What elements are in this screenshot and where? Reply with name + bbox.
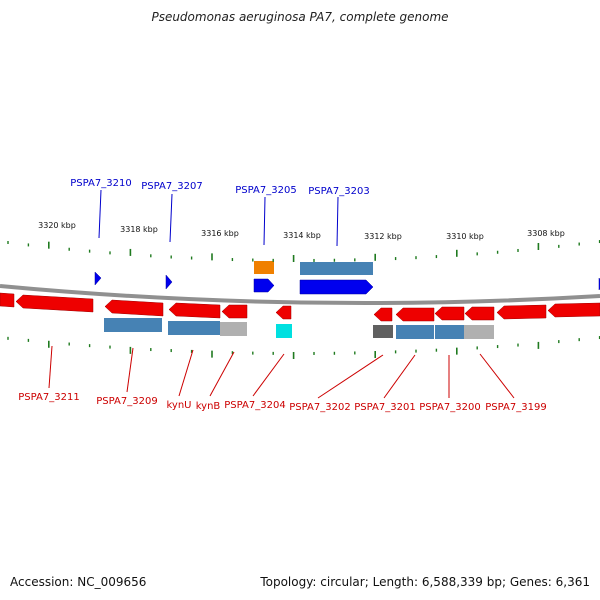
gene-label-pspa7-3210[interactable]: PSPA7_3210 bbox=[70, 178, 131, 189]
gene-label-pspa7-3202[interactable]: PSPA7_3202 bbox=[289, 402, 350, 413]
leader-line-pspa7-3205 bbox=[263, 196, 266, 246]
gene-arrow-pspa7-3211-left[interactable] bbox=[0, 292, 15, 308]
accession-label: Accession: bbox=[10, 575, 74, 589]
gene-arrow-next-2[interactable] bbox=[547, 302, 600, 318]
gene-arrow-pspa7-3201[interactable] bbox=[395, 307, 435, 322]
gene-arrow-pspa7-3210[interactable] bbox=[94, 271, 102, 286]
domain-dark-3202 bbox=[373, 325, 393, 338]
domain-blue-3201 bbox=[396, 325, 434, 339]
gene-arrow-pspa7-3202[interactable] bbox=[373, 307, 393, 322]
scale-ticks-upper bbox=[7, 240, 600, 262]
gene-arrow-kynu[interactable] bbox=[168, 302, 221, 319]
gene-label-pspa7-3200[interactable]: PSPA7_3200 bbox=[419, 402, 480, 413]
gene-arrow-pspa7-3199[interactable] bbox=[464, 306, 495, 321]
tick-label-3314: 3314 kbp bbox=[283, 231, 321, 240]
domain-blue-kynu bbox=[168, 321, 220, 335]
genes-label: Genes: bbox=[509, 575, 552, 589]
leader-line-kynu bbox=[178, 349, 194, 397]
tick-label-3318: 3318 kbp bbox=[120, 225, 158, 234]
leader-line-pspa7-3207 bbox=[169, 193, 173, 243]
length-value: 6,588,339 bp bbox=[421, 575, 502, 589]
topology-value: circular bbox=[320, 575, 365, 589]
leader-line-pspa7-3199 bbox=[479, 353, 515, 399]
gene-arrow-pspa7-3205[interactable] bbox=[253, 278, 275, 293]
genes-value: 6,361 bbox=[555, 575, 590, 589]
gene-label-pspa7-3207[interactable]: PSPA7_3207 bbox=[141, 181, 202, 192]
genome-stats: Topology: circular; Length: 6,588,339 bp… bbox=[260, 575, 590, 589]
leader-line-pspa7-3203 bbox=[336, 196, 339, 247]
domain-blue-3203 bbox=[300, 262, 373, 275]
forward-gene-labels: PSPA7_3210 PSPA7_3207 PSPA7_3205 PSPA7_3… bbox=[70, 178, 370, 247]
leader-line-pspa7-3209 bbox=[126, 347, 134, 393]
genome-title: Pseudomonas aeruginosa PA7, complete gen… bbox=[151, 10, 449, 24]
gene-label-pspa7-3199[interactable]: PSPA7_3199 bbox=[485, 402, 546, 413]
topology-label: Topology: bbox=[260, 575, 317, 589]
domain-cyan-3204 bbox=[276, 324, 292, 338]
gene-arrow-pspa7-3203[interactable] bbox=[299, 279, 374, 295]
reverse-gene-labels: PSPA7_3211 PSPA7_3209 kynU kynB PSPA7_32… bbox=[18, 345, 547, 413]
gene-label-kynb[interactable]: kynB bbox=[196, 401, 221, 412]
leader-line-pspa7-3211 bbox=[48, 345, 53, 389]
gene-arrow-pspa7-3209[interactable] bbox=[104, 299, 164, 317]
leader-line-kynb bbox=[209, 351, 235, 397]
gene-label-pspa7-3201[interactable]: PSPA7_3201 bbox=[354, 402, 415, 413]
leader-line-pspa7-3210 bbox=[98, 189, 102, 239]
gene-arrow-kynb[interactable] bbox=[221, 304, 248, 319]
gene-label-kynu[interactable]: kynU bbox=[166, 400, 191, 411]
gene-arrow-pspa7-3204[interactable] bbox=[275, 305, 292, 320]
domain-grey-3199 bbox=[464, 325, 494, 339]
gene-label-pspa7-3204[interactable]: PSPA7_3204 bbox=[224, 400, 285, 411]
gene-arrow-next-1[interactable] bbox=[496, 304, 547, 320]
gene-arrow-pspa7-3200[interactable] bbox=[434, 306, 465, 321]
reverse-strand-genes bbox=[0, 292, 600, 322]
forward-strand-genes bbox=[94, 271, 600, 295]
reverse-strand-domains bbox=[104, 318, 494, 339]
length-label: Length: bbox=[372, 575, 419, 589]
leader-line-pspa7-3201 bbox=[383, 354, 416, 399]
domain-grey-kynb bbox=[220, 322, 247, 336]
tick-label-3310: 3310 kbp bbox=[446, 232, 484, 241]
gene-label-pspa7-3209[interactable]: PSPA7_3209 bbox=[96, 396, 157, 407]
genome-backbone bbox=[0, 284, 600, 306]
accession-value: NC_009656 bbox=[77, 575, 147, 589]
scale-ticks-lower bbox=[7, 336, 600, 359]
domain-orange-3205 bbox=[254, 261, 274, 274]
gene-label-pspa7-3211[interactable]: PSPA7_3211 bbox=[18, 392, 79, 403]
accession-info: Accession: NC_009656 bbox=[10, 575, 146, 589]
tick-label-3320: 3320 kbp bbox=[38, 221, 76, 230]
tick-label-3308: 3308 kbp bbox=[527, 229, 565, 238]
gene-arrow-pspa7-3211[interactable] bbox=[15, 294, 94, 313]
tick-label-3312: 3312 kbp bbox=[364, 232, 402, 241]
gene-label-pspa7-3203[interactable]: PSPA7_3203 bbox=[308, 186, 369, 197]
leader-line-pspa7-3204 bbox=[252, 353, 285, 397]
domain-blue-3209 bbox=[104, 318, 162, 332]
tick-label-3316: 3316 kbp bbox=[201, 229, 239, 238]
forward-strand-domains bbox=[254, 261, 373, 275]
scale-labels: 3320 kbp 3318 kbp 3316 kbp 3314 kbp 3312… bbox=[38, 221, 565, 241]
gene-arrow-pspa7-3207[interactable] bbox=[165, 274, 173, 290]
domain-blue-3200 bbox=[435, 325, 464, 339]
gene-label-pspa7-3205[interactable]: PSPA7_3205 bbox=[235, 185, 296, 196]
leader-line-pspa7-3202 bbox=[317, 354, 384, 399]
